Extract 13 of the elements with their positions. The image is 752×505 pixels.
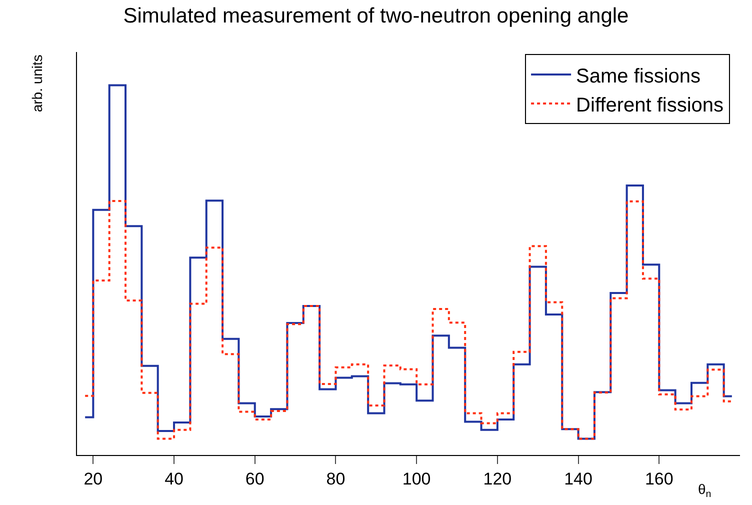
x-tick-label: 20	[84, 469, 103, 488]
x-tick-label: 120	[483, 469, 512, 488]
x-tick-label: 100	[402, 469, 431, 488]
x-tick-label: 40	[164, 469, 184, 488]
legend-label: Same fissions	[576, 65, 701, 88]
x-tick-label: 160	[644, 469, 674, 488]
x-axis-title: θ$_{n}$	[698, 481, 712, 500]
x-tick-label: 60	[245, 469, 264, 488]
y-axis-title: arb. units	[29, 54, 46, 112]
x-tick-label: 140	[564, 469, 592, 488]
legend-label: Different fissions	[576, 94, 724, 116]
chart-title: Simulated measurement of two-neutron opening angle	[123, 4, 629, 28]
x-tick-label: 80	[326, 469, 346, 488]
